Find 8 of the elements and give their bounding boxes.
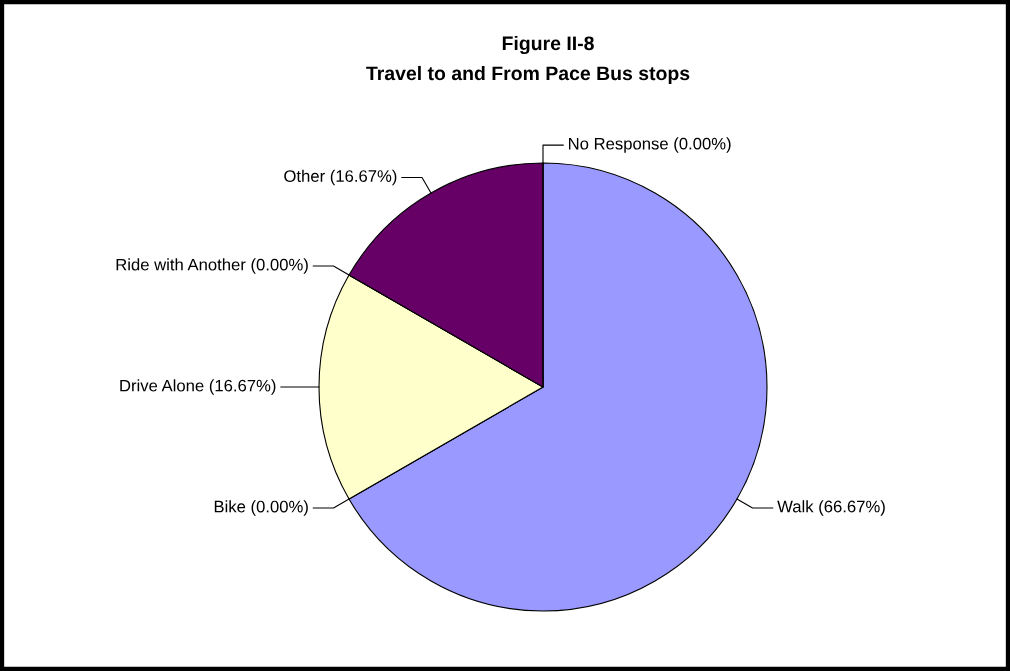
category-label: No Response (0.00%): [569, 137, 731, 153]
slice-label: Walk (66.67%): [777, 500, 885, 516]
chart-subtitle: Travel to and From Pace Bus stops: [366, 65, 690, 85]
slice-label: Other (16.67%): [284, 169, 397, 186]
legend-label: Ride with Another (0.00%): [116, 258, 308, 274]
chart-title: Figure II-8: [502, 35, 594, 55]
slice-label: Drive Alone (16.67%): [120, 379, 276, 395]
legend-label: Bike (0.00%): [214, 500, 308, 516]
